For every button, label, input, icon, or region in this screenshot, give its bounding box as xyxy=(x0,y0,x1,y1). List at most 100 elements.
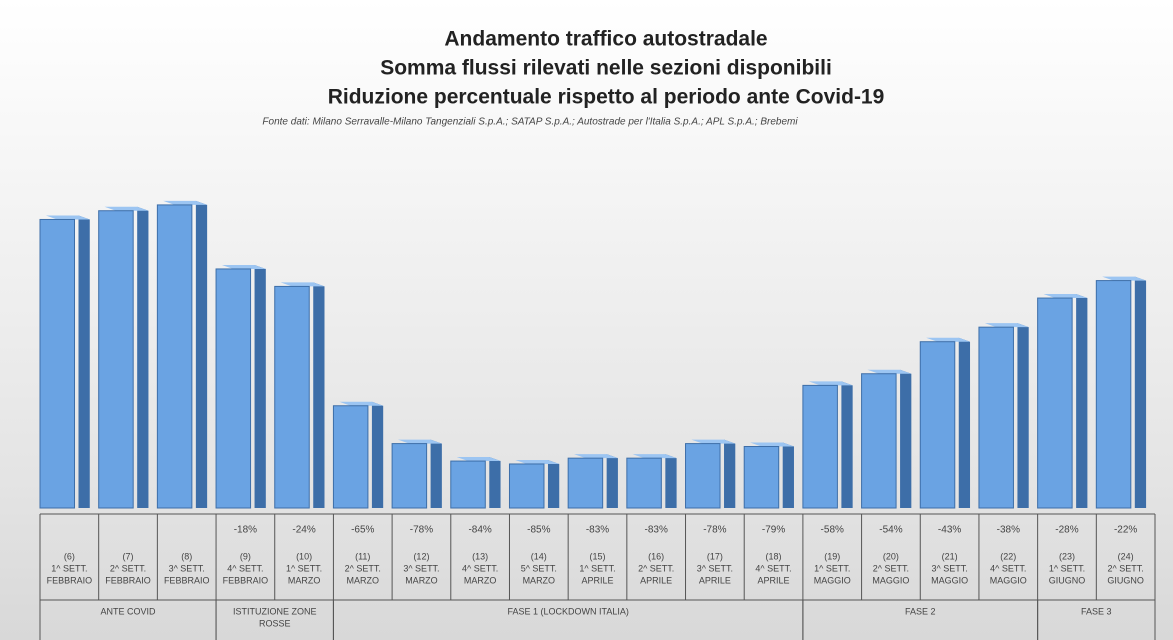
x-tick-label: (20) xyxy=(883,551,899,561)
bar-side xyxy=(1017,323,1029,508)
x-tick-label: 1^ SETT. xyxy=(579,563,615,573)
chart-subtitle: Fonte dati: Milano Serravalle-Milano Tan… xyxy=(262,117,798,128)
x-tick-label: 5^ SETT. xyxy=(521,563,557,573)
x-tick-label: MARZO xyxy=(405,575,438,585)
bar xyxy=(274,285,310,509)
x-tick-label: MARZO xyxy=(288,575,321,585)
bar-side xyxy=(137,206,149,508)
value-label: -83% xyxy=(645,525,668,536)
value-label: -79% xyxy=(762,525,785,536)
bar-top xyxy=(632,454,677,459)
value-label: -54% xyxy=(879,525,902,536)
bar xyxy=(626,457,662,509)
x-tick-label: (22) xyxy=(1000,551,1016,561)
x-tick-label: 4^ SETT. xyxy=(462,563,498,573)
x-tick-label: (8) xyxy=(181,551,192,561)
group-label: FASE 2 xyxy=(905,606,936,616)
chart-title: Somma flussi rilevati nelle sezioni disp… xyxy=(380,57,832,80)
bar-side xyxy=(195,200,208,508)
bar-side xyxy=(547,459,560,508)
value-label: -65% xyxy=(351,525,374,536)
value-label: -24% xyxy=(292,525,315,536)
x-tick-label: APRILE xyxy=(640,575,672,585)
value-label: -38% xyxy=(997,525,1020,536)
bar xyxy=(508,463,545,509)
bar-side xyxy=(1076,294,1088,508)
x-tick-label: 1^ SETT. xyxy=(51,563,87,573)
x-tick-label: MARZO xyxy=(347,575,380,585)
bar xyxy=(861,373,897,509)
bar xyxy=(685,443,721,509)
bar-top xyxy=(691,439,736,444)
bar-top xyxy=(45,215,90,220)
bar xyxy=(156,204,193,509)
x-tick-label: 4^ SETT. xyxy=(990,563,1026,573)
bar-top xyxy=(397,439,442,444)
bar-side xyxy=(900,369,912,508)
x-tick-label: 2^ SETT. xyxy=(345,563,381,573)
bar-side xyxy=(606,454,618,508)
x-tick-label: 3^ SETT. xyxy=(931,563,967,573)
x-tick-label: GIUGNO xyxy=(1107,575,1144,585)
x-tick-label: 2^ SETT. xyxy=(638,563,674,573)
x-tick-label: GIUGNO xyxy=(1049,575,1086,585)
bar xyxy=(391,443,428,509)
bar-top xyxy=(515,459,560,464)
bar-top xyxy=(104,206,149,211)
x-tick-label: 2^ SETT. xyxy=(110,563,146,573)
value-label: -83% xyxy=(586,525,609,536)
x-tick-label: APRILE xyxy=(581,575,613,585)
x-tick-label: MAGGIO xyxy=(814,575,851,585)
x-tick-label: (9) xyxy=(240,551,251,561)
x-tick-label: MARZO xyxy=(464,575,497,585)
x-tick-label: (12) xyxy=(413,551,429,561)
chart-title: Riduzione percentuale rispetto al period… xyxy=(328,86,885,109)
bar-side xyxy=(958,337,971,508)
value-label: -28% xyxy=(1055,525,1078,536)
bar xyxy=(567,457,604,509)
bar-top xyxy=(163,200,208,205)
x-tick-label: 1^ SETT. xyxy=(286,563,322,573)
value-label: -78% xyxy=(410,525,433,536)
bar-side xyxy=(665,454,677,508)
bar-side xyxy=(254,264,266,508)
bar-side xyxy=(371,401,384,508)
x-tick-label: MAGGIO xyxy=(990,575,1027,585)
bar-top xyxy=(808,381,853,386)
group-label: ANTE COVID xyxy=(101,606,157,616)
x-tick-label: (6) xyxy=(64,551,75,561)
x-tick-label: 3^ SETT. xyxy=(403,563,439,573)
x-tick-label: FEBBRAIO xyxy=(105,575,151,585)
x-tick-label: (15) xyxy=(589,551,605,561)
x-tick-label: (14) xyxy=(531,551,547,561)
bar xyxy=(98,210,134,509)
x-tick-label: FEBBRAIO xyxy=(223,575,269,585)
bar-top xyxy=(339,401,384,406)
bar xyxy=(978,326,1014,509)
bar-side xyxy=(78,215,90,508)
value-label: -43% xyxy=(938,525,961,536)
bar xyxy=(450,460,486,509)
x-tick-label: FEBBRAIO xyxy=(47,575,93,585)
x-tick-label: (7) xyxy=(123,551,134,561)
x-tick-label: 3^ SETT. xyxy=(697,563,733,573)
bar xyxy=(1037,297,1073,509)
group-label: ROSSE xyxy=(259,618,291,628)
bar xyxy=(39,218,76,509)
x-tick-label: 3^ SETT. xyxy=(169,563,205,573)
bar-top xyxy=(456,457,501,462)
bar-side xyxy=(841,381,853,508)
x-tick-label: (11) xyxy=(355,551,370,561)
x-tick-label: (21) xyxy=(942,551,958,561)
bar xyxy=(215,268,252,509)
bar-side xyxy=(313,282,325,508)
value-label: -84% xyxy=(468,525,491,536)
bar-top xyxy=(574,454,618,459)
bar-side xyxy=(782,442,794,508)
bar xyxy=(802,384,838,509)
bar-side xyxy=(430,439,442,508)
bar-top xyxy=(750,442,794,447)
x-tick-label: (18) xyxy=(766,551,782,561)
bar-side xyxy=(489,457,501,508)
